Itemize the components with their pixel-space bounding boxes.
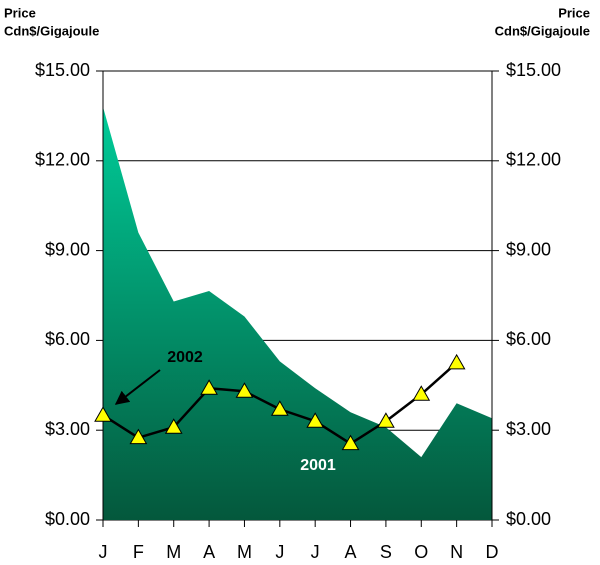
y2-tick-label: $9.00 <box>506 239 551 259</box>
x-tick-label: O <box>414 542 428 562</box>
y-tick-label: $0.00 <box>45 509 90 529</box>
y-tick-label: $3.00 <box>45 419 90 439</box>
y2-tick-label: $15.00 <box>506 60 561 80</box>
y-tick-label: $12.00 <box>35 150 90 170</box>
y-axis-label: Cdn$/Gigajoule <box>4 23 99 38</box>
x-tick-label: M <box>166 542 181 562</box>
x-tick-label: A <box>345 542 357 562</box>
x-tick-label: J <box>99 542 108 562</box>
series-label: 2002 <box>167 349 203 366</box>
marker <box>164 418 183 434</box>
y-tick-label: $15.00 <box>35 60 90 80</box>
x-tick-label: J <box>311 542 320 562</box>
series-label: 2001 <box>300 457 336 474</box>
y2-axis-label: Price <box>558 5 590 20</box>
y-tick-label: $9.00 <box>45 239 90 259</box>
area <box>103 106 492 521</box>
marker <box>412 385 431 401</box>
marker <box>270 400 289 416</box>
plot-area <box>96 70 499 527</box>
marker <box>341 434 360 451</box>
x-tick-label: J <box>275 542 284 562</box>
y2-tick-label: $6.00 <box>506 329 551 349</box>
marker <box>235 382 254 398</box>
marker <box>447 353 466 370</box>
annotation-arrow <box>114 369 161 405</box>
y2-tick-label: $3.00 <box>506 419 551 439</box>
y2-axis-label: Cdn$/Gigajoule <box>495 23 590 38</box>
marker <box>94 406 112 422</box>
x-tick-label: M <box>237 542 252 562</box>
marker <box>129 428 148 445</box>
y-axis-label: Price <box>4 5 36 20</box>
x-tick-label: N <box>450 542 463 562</box>
marker <box>200 379 218 395</box>
x-tick-label: F <box>133 542 144 562</box>
y2-tick-label: $0.00 <box>506 509 551 529</box>
y-tick-label: $6.00 <box>45 329 90 349</box>
x-tick-label: D <box>486 542 499 562</box>
x-tick-label: A <box>203 542 215 562</box>
marker <box>377 412 395 428</box>
y2-tick-label: $12.00 <box>506 150 561 170</box>
x-tick-label: S <box>380 542 392 562</box>
marker <box>306 412 325 428</box>
